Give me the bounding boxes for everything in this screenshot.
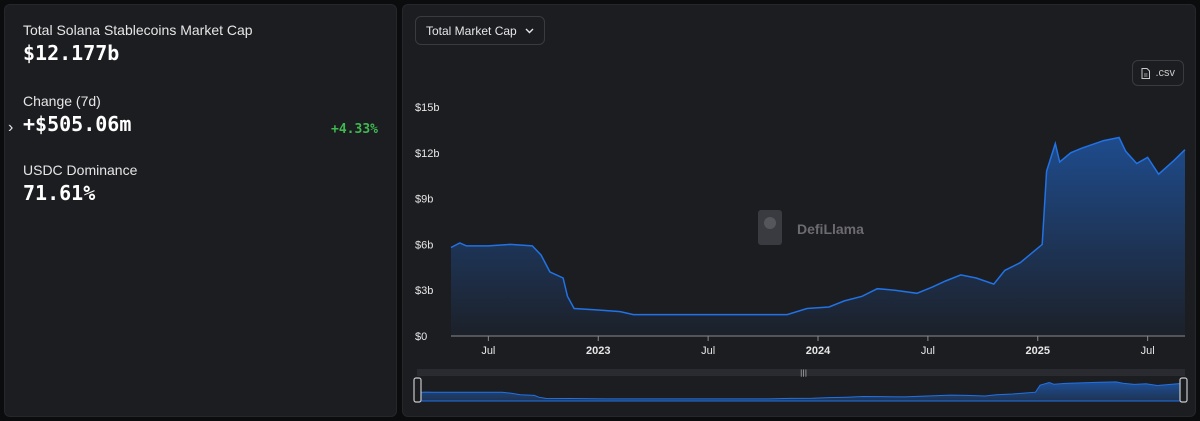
y-tick-label: $0: [415, 331, 427, 343]
y-tick-label: $3b: [415, 285, 433, 297]
grip-icon[interactable]: |||: [800, 369, 807, 377]
watermark-text: DefiLlama: [797, 221, 864, 237]
watermark: DefiLlama: [758, 210, 864, 245]
x-axis: Jul 2023 Jul 2024 Jul 2025 Jul: [451, 335, 1185, 357]
csv-label: .csv: [1155, 67, 1175, 79]
x-tick-label: Jul: [481, 345, 495, 357]
brush-preview: [416, 381, 1186, 402]
chevron-right-icon[interactable]: ›: [8, 119, 14, 136]
csv-download-button[interactable]: .csv: [1132, 60, 1184, 86]
brush-slider[interactable]: [417, 369, 1185, 375]
llama-logo-icon: [758, 210, 782, 245]
file-icon: [1141, 67, 1151, 79]
change-label: Change (7d): [23, 93, 101, 109]
metric-dropdown[interactable]: Total Market Cap: [415, 16, 545, 45]
chart-panel: Total Market Cap .csv $0 $3b $6b $9b $12b $15…: [402, 4, 1196, 417]
x-tick-label: 2025: [1026, 345, 1050, 357]
x-tick-label: Jul: [1141, 345, 1155, 357]
stats-panel: Total Solana Stablecoins Market Cap $12.…: [4, 4, 397, 417]
y-tick-label: $15b: [415, 102, 439, 114]
y-tick-label: $12b: [415, 148, 439, 160]
dominance-label: USDC Dominance: [23, 162, 138, 178]
series-area: [451, 137, 1185, 336]
x-tick-label: 2024: [806, 345, 831, 357]
dropdown-label: Total Market Cap: [426, 23, 517, 38]
series-line: [450, 136, 1186, 316]
brush-handle-right[interactable]: [1179, 377, 1188, 403]
change-value: +$505.06m: [23, 112, 132, 136]
brush-handle-left[interactable]: [413, 377, 422, 403]
y-axis: $0 $3b $6b $9b $12b $15b: [415, 102, 439, 343]
change-percent: +4.33%: [331, 122, 378, 137]
x-tick-label: Jul: [701, 345, 715, 357]
y-tick-label: $6b: [415, 239, 433, 251]
market-cap-chart[interactable]: $0 $3b $6b $9b $12b $15b Jul 2023 Jul 2024 Jul 202…: [403, 5, 1197, 418]
dominance-value: 71.61%: [23, 181, 96, 205]
x-tick-label: Jul: [921, 345, 935, 357]
dominance-stat: USDC Dominance 71.61%: [23, 162, 137, 205]
market-cap-label: Total Solana Stablecoins Market Cap: [23, 22, 253, 38]
market-cap-value: $12.177b: [23, 41, 120, 65]
market-cap-stat: Total Solana Stablecoins Market Cap $12.…: [23, 22, 253, 65]
change-stat: Change (7d) +$505.06m: [23, 93, 131, 136]
y-tick-label: $9b: [415, 194, 433, 206]
chevron-down-icon: [525, 28, 534, 33]
range-brush[interactable]: |||: [413, 369, 1188, 403]
x-tick-label: 2023: [586, 345, 610, 357]
